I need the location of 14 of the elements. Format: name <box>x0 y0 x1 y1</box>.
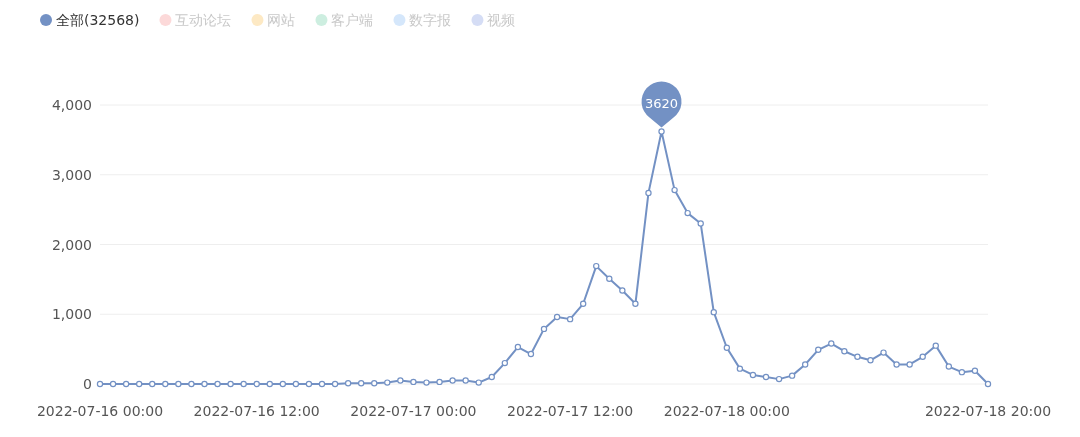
annotation: 3620 <box>644 95 679 111</box>
y-tick-label: 0 <box>83 376 92 392</box>
x-tick-label: 2022-07-18 20:00 <box>924 403 1052 419</box>
y-tick-label: 3,000 <box>51 166 92 183</box>
x-tick-label: 2022-07-18 00:00 <box>663 403 790 419</box>
x-tick-label: 2022-07-17 12:00 <box>507 403 634 419</box>
y-tick-label: 4,000 <box>51 97 92 113</box>
y-tick-label: 2,000 <box>51 236 92 253</box>
x-tick-label: 2022-07-16 12:00 <box>193 403 320 419</box>
legend-label: 全部(32568) <box>56 12 140 28</box>
annotation-pin: 3620 <box>641 81 682 128</box>
x-tick-label: 2022-07-17 00:00 <box>350 403 477 419</box>
y-tick-label: 1,000 <box>51 306 92 323</box>
x-tick-label: 2022-07-16 00:00 <box>36 403 164 419</box>
